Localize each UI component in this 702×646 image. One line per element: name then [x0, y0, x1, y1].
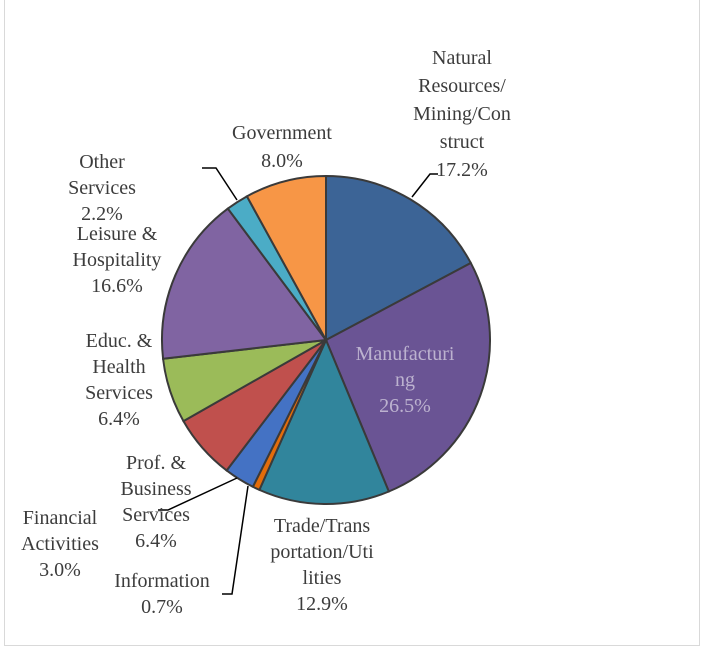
- pie-slices: [161, 174, 491, 505]
- data-label: Natural Resources/Mining/Con struct 17.2%: [413, 47, 511, 181]
- pie-slice-trade-trans-portation-uti-lities: [258, 337, 391, 505]
- pie-slice-manufacturi-ng: [324, 261, 491, 493]
- leader-line: [222, 485, 249, 595]
- data-label: Leisure & Hospitality 16.6%: [73, 223, 162, 297]
- leader-line: [158, 477, 238, 511]
- data-label: Prof. & Business Services 6.4%: [120, 452, 191, 552]
- pie-slice-government: [245, 174, 327, 341]
- data-label: Information 0.7%: [114, 570, 210, 618]
- data-label: Trade/Trans portation/Uti lities 12.9%: [270, 515, 374, 615]
- pie-slice-natural-resources-mining-con-struct: [325, 174, 473, 342]
- data-label: Educ. & Health Services 6.4%: [85, 330, 153, 430]
- data-label: Manufacturi ng 26.5%: [356, 343, 455, 417]
- data-label: Financial Activities 3.0%: [21, 507, 99, 581]
- pie-slice-leisure-hospitality: [161, 207, 328, 360]
- leader-line: [202, 167, 238, 201]
- data-label: Government 8.0%: [232, 122, 332, 172]
- data-label: Other Services 2.2%: [68, 151, 136, 225]
- leader-line: [411, 173, 438, 198]
